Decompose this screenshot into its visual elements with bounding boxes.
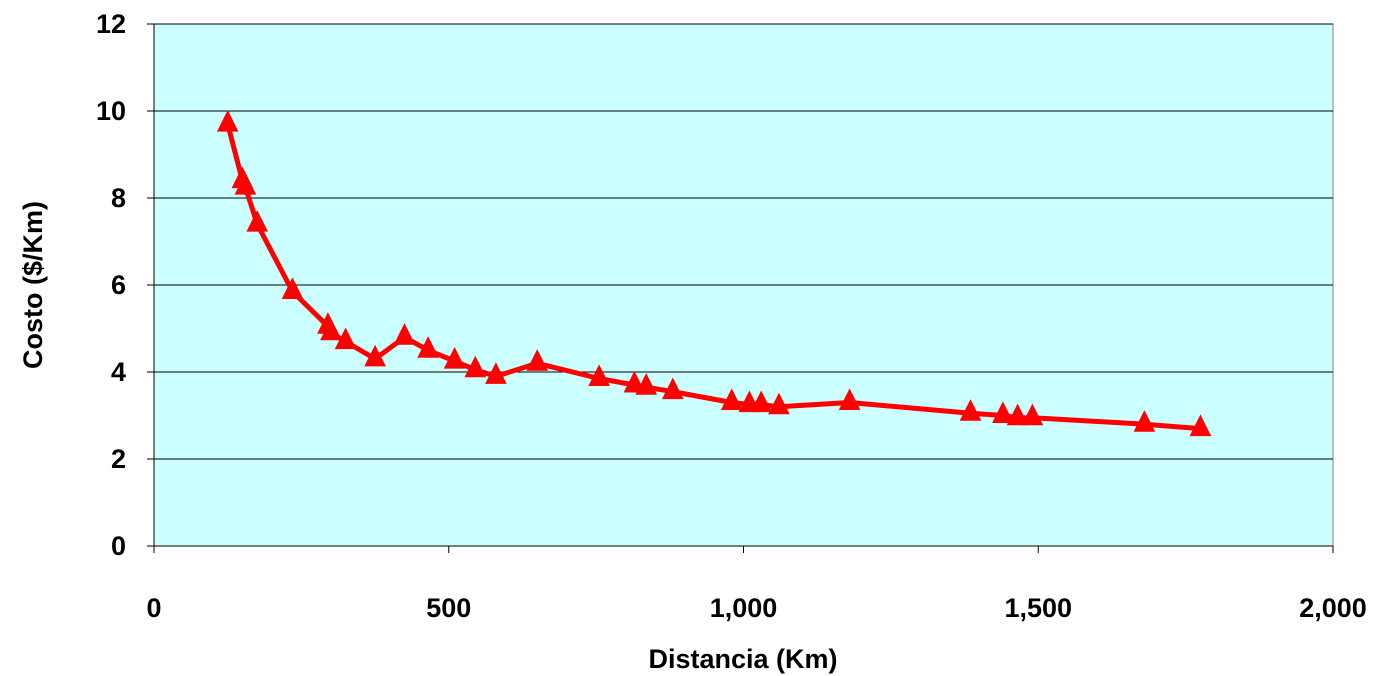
tick-labels: 0 2 4 6 8 10 12 0 500 1,000 1,500 2,000	[96, 9, 1367, 623]
data-point-marker	[485, 362, 507, 384]
y-tick-label: 6	[111, 270, 126, 300]
data-point-marker	[992, 401, 1014, 423]
y-tick-label: 8	[111, 183, 126, 213]
data-point-marker	[1133, 410, 1156, 432]
data-point-marker	[216, 109, 239, 132]
data-point-marker	[281, 277, 304, 299]
x-axis-title: Distancia (Km)	[648, 644, 837, 674]
data-point-marker	[1021, 403, 1044, 426]
x-tick-label: 1,500	[1004, 593, 1072, 623]
data-point-marker	[334, 327, 357, 350]
x-tick-label: 500	[426, 593, 471, 623]
x-tick-label: 2,000	[1299, 593, 1367, 623]
series-0	[216, 109, 1212, 437]
data-point-marker	[959, 399, 982, 421]
data-point-marker	[320, 318, 342, 341]
y-axis-title: Costo ($/Km)	[18, 201, 48, 369]
data-point-marker	[234, 172, 257, 195]
data-point-marker	[246, 209, 269, 232]
data-point-marker	[1006, 403, 1029, 426]
y-tick-label: 4	[111, 357, 126, 387]
data-point-marker	[393, 323, 416, 345]
y-tick-label: 0	[111, 531, 126, 561]
data-point-marker	[464, 355, 487, 378]
y-tick-label: 10	[96, 96, 126, 126]
y-tick-label: 12	[96, 9, 126, 39]
x-tick-label: 0	[146, 593, 161, 623]
y-tick-label: 2	[111, 444, 126, 474]
data-point-marker	[526, 349, 549, 371]
data-point-marker	[443, 346, 466, 369]
x-tick-label: 1,000	[710, 593, 778, 623]
data-point-marker	[768, 392, 790, 415]
data-point-marker	[364, 344, 386, 367]
data-point-marker	[720, 388, 743, 410]
data-point-marker	[750, 390, 773, 413]
data-point-marker	[417, 336, 439, 358]
data-point-marker	[635, 373, 658, 395]
data-point-marker	[661, 377, 684, 400]
data-point-marker	[1189, 414, 1212, 437]
gridlines	[154, 23, 1333, 460]
data-point-marker	[838, 388, 861, 410]
data-point-marker	[588, 364, 610, 386]
